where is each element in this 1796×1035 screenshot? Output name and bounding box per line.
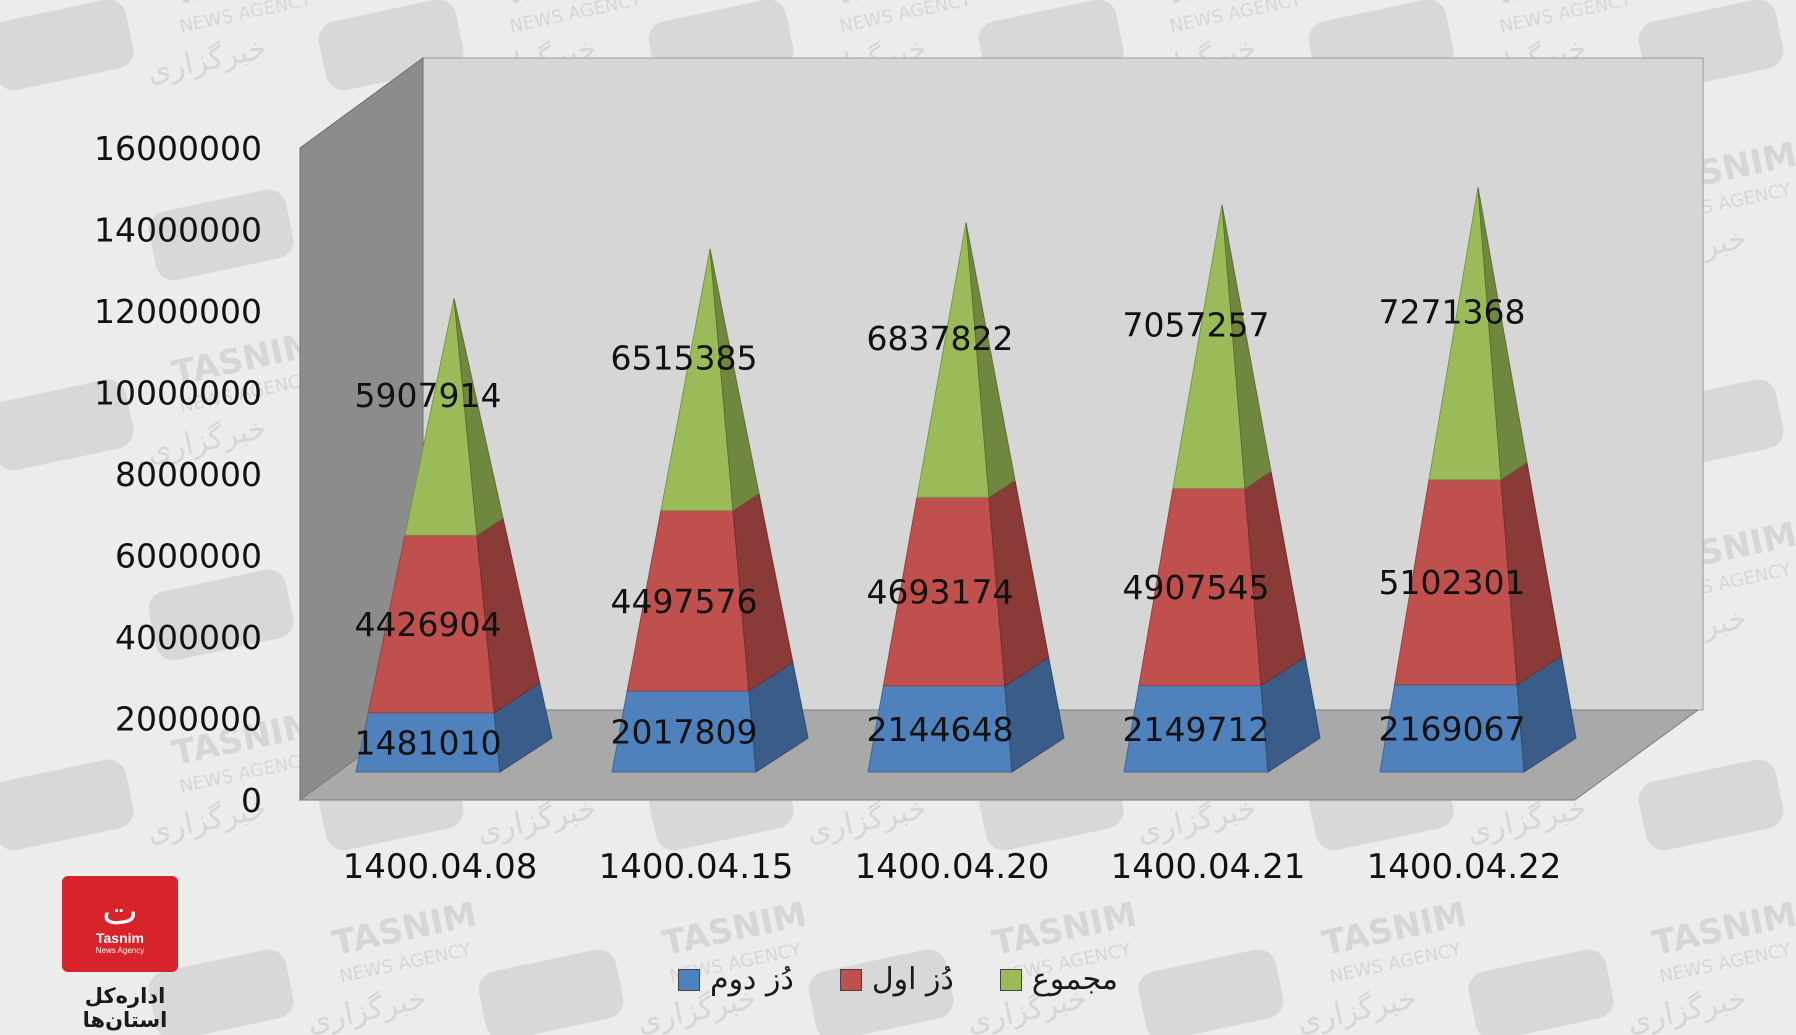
y-tick-label: 14000000 (94, 211, 262, 250)
pyramid-1400.04.21: 2149712 4907545 7057257 (1123, 204, 1321, 773)
y-tick-label: 2000000 (115, 700, 262, 739)
legend-swatch (839, 968, 862, 991)
department-label: اداره‌کل استان‌ها (82, 984, 168, 1032)
watermark-badge (0, 759, 134, 851)
watermark-badge (148, 189, 294, 281)
watermark-badge (0, 379, 134, 471)
watermark-badge (0, 0, 134, 91)
data-label: 5907914 (355, 376, 502, 415)
bar-total-side (1477, 187, 1528, 481)
bar-total-side (709, 248, 760, 512)
legend-swatch (678, 968, 700, 991)
watermark-badge (148, 569, 294, 661)
bar-total-side (965, 222, 1016, 499)
logo-subword: News Agency (95, 946, 145, 955)
watermark-badge (1138, 949, 1284, 1035)
pyramid-1400.04.22: 2169067 5102301 7271368 (1379, 187, 1577, 773)
watermark-fa: خبرگزاری (1794, 31, 1796, 90)
legend-label: دُز اول (871, 962, 954, 997)
x-tick-label: 1400.04.20 (855, 847, 1050, 887)
logo-glyph: ت (102, 889, 138, 933)
logo-word: Tasnim (96, 930, 144, 946)
x-tick-label: 1400.04.08 (343, 847, 538, 887)
tasnim-logo: ت Tasnim News Agency (62, 876, 178, 972)
x-tick-label: 1400.04.21 (1111, 847, 1306, 887)
data-label: 5102301 (1379, 563, 1526, 602)
legend-item: دُز دوم (678, 962, 794, 997)
pyramid-1400.04.15: 2017809 4497576 6515385 (611, 248, 809, 773)
y-tick-label: 0 (241, 781, 262, 820)
y-tick-label: 16000000 (94, 129, 262, 168)
y-tick-label: 6000000 (115, 537, 262, 576)
legend-item: مجموع (999, 962, 1119, 997)
y-tick-label: 10000000 (94, 374, 262, 413)
data-label: 6515385 (611, 339, 758, 378)
pyramid-1400.04.20: 2144648 4693174 6837822 (867, 222, 1065, 773)
data-label: 4426904 (355, 605, 502, 644)
data-label: 6837822 (867, 319, 1014, 358)
x-tick-label: 1400.04.15 (599, 847, 794, 887)
legend-item: دُز اول (839, 962, 954, 997)
data-label: 4907545 (1123, 568, 1270, 607)
watermark-badge (1638, 759, 1784, 851)
data-label: 4693174 (867, 573, 1014, 612)
data-label: 2144648 (867, 710, 1014, 749)
y-tick-label: 4000000 (115, 618, 262, 657)
legend-swatch (999, 968, 1022, 991)
data-label: 4497576 (611, 582, 758, 621)
watermark-fa: خبرگزاری (1794, 411, 1796, 470)
watermark-badge (148, 949, 294, 1035)
data-label: 7271368 (1379, 293, 1526, 332)
data-label: 7057257 (1123, 306, 1270, 345)
data-label: 2017809 (611, 713, 758, 752)
y-tick-label: 12000000 (94, 292, 262, 331)
watermark-fa: خبرگزاری (1794, 791, 1796, 850)
legend-label: مجموع (1031, 962, 1119, 997)
legend-label: دُز دوم (710, 962, 794, 997)
x-tick-label: 1400.04.22 (1367, 847, 1562, 887)
legend: مجموع دُز اول دُز دوم (0, 962, 1796, 997)
data-label: 1481010 (355, 723, 502, 762)
bar-total-side (453, 298, 504, 537)
data-label: 2169067 (1379, 709, 1526, 748)
watermark-badge (478, 949, 624, 1035)
data-label: 2149712 (1123, 710, 1270, 749)
y-tick-label: 8000000 (115, 455, 262, 494)
pyramid-1400.04.08: 1481010 4426904 5907914 (355, 298, 553, 773)
bar-total-side (1221, 204, 1272, 490)
watermark-fa: خبرگزاری (144, 31, 270, 90)
watermark-badge (1468, 949, 1614, 1035)
